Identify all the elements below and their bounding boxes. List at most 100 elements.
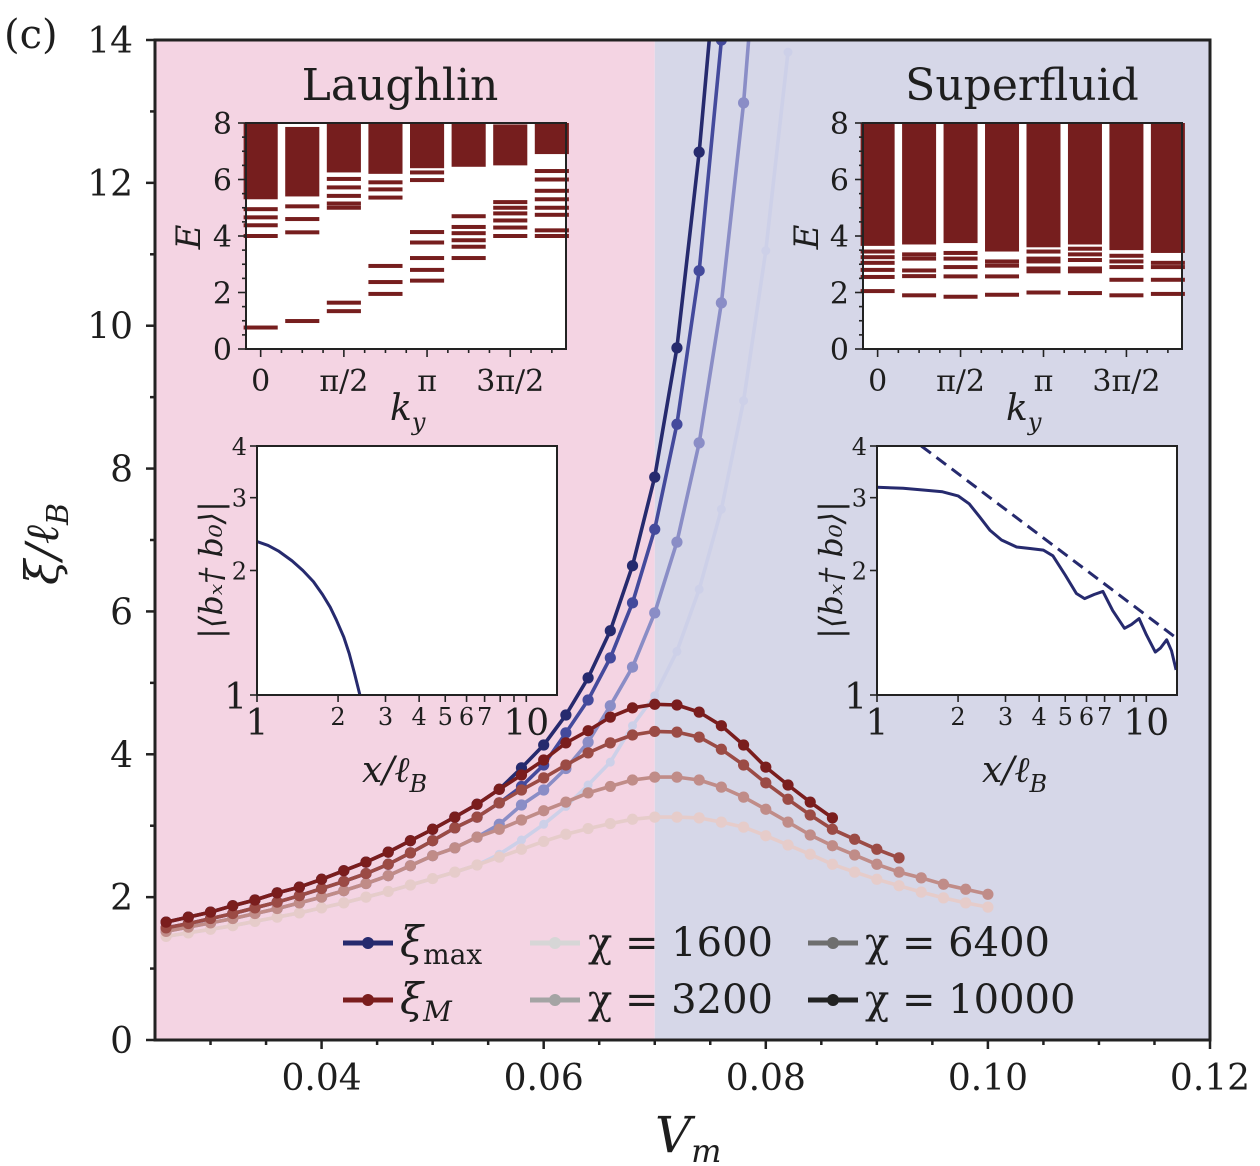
energy-level (243, 234, 278, 238)
spectrum-column (902, 123, 937, 298)
power-law-fit-line (920, 446, 1177, 640)
y-tick-label: 2 (213, 277, 232, 312)
y-tick-label: 4 (852, 433, 867, 461)
energy-level (1067, 269, 1102, 274)
legend-marker-chi-1600 (549, 937, 561, 949)
energy-level (902, 274, 937, 279)
energy-level (451, 231, 486, 236)
energy-level (368, 187, 403, 192)
data-point (804, 848, 816, 860)
data-point (515, 843, 528, 855)
data-point (982, 888, 994, 900)
data-point (604, 700, 616, 712)
data-point (338, 897, 350, 909)
data-point (649, 698, 661, 710)
legend-label-xi-max-sub: max (423, 938, 482, 971)
data-point (826, 840, 839, 852)
data-point (693, 146, 705, 158)
energy-level (943, 265, 978, 270)
energy-level (243, 215, 278, 220)
x-tick-label: 7 (1097, 703, 1112, 731)
energy-level (285, 319, 320, 324)
data-point (582, 672, 594, 684)
energy-level (451, 214, 486, 219)
data-point (649, 523, 661, 535)
data-point (160, 916, 172, 928)
energy-level (451, 256, 486, 261)
x-tick-label: π/2 (319, 364, 368, 399)
spectrum-column (1067, 123, 1102, 296)
data-point (937, 878, 950, 890)
superfluid-correlation-ylabel: |⟨bₓ† b₀⟩| (812, 501, 850, 639)
x-tick-label: 4 (1032, 703, 1047, 731)
x-tick-label: 3π/2 (1092, 364, 1160, 399)
energy-level (985, 259, 1020, 264)
data-point (782, 839, 794, 851)
y-tick-label: 8 (110, 450, 133, 491)
legend-marker-chi-3200 (549, 994, 561, 1006)
data-point (582, 747, 594, 759)
y-tick-label: 4 (110, 735, 133, 776)
y-tick-label: 2 (852, 558, 867, 586)
x-tick-label: π (1034, 364, 1054, 399)
x-tick-label: 4 (412, 703, 427, 731)
legend-label-chi-6400: χ = 6400 (865, 920, 1050, 966)
spectrum-column (451, 123, 486, 261)
energy-level (534, 205, 569, 210)
data-point (560, 828, 572, 840)
laughlin-correlation-xlabel: x/ℓB (362, 750, 427, 798)
energy-level (493, 225, 528, 230)
legend-marker-xi-m (362, 994, 374, 1006)
energy-continuum (1109, 123, 1144, 251)
legend-label-xi-m-sub: M (422, 995, 453, 1028)
data-point (449, 822, 461, 834)
energy-level (410, 240, 445, 245)
legend-label-chi-3200: χ = 3200 (588, 977, 773, 1023)
data-point (515, 814, 528, 826)
data-point (893, 852, 905, 864)
y-tick-label: 10 (87, 307, 133, 348)
y-tick-label: 0 (830, 333, 849, 368)
legend-label-chi-1600: χ = 1600 (588, 920, 773, 966)
x-tick-label: 2 (950, 703, 965, 731)
data-point (649, 811, 661, 823)
x-tick-label: π (417, 364, 437, 399)
energy-level (860, 289, 895, 294)
energy-level (943, 250, 978, 255)
superfluid-correlation-xlabel-main: x/ℓ (982, 750, 1029, 791)
data-point (293, 907, 305, 919)
energy-level (493, 211, 528, 216)
data-point (737, 739, 750, 751)
data-point (604, 711, 616, 723)
data-point (582, 694, 594, 706)
data-point (604, 780, 616, 793)
data-point (583, 780, 593, 790)
data-point (427, 835, 439, 847)
energy-continuum (326, 123, 361, 173)
data-point (360, 891, 372, 903)
energy-level (902, 293, 937, 298)
legend-entry-chi-10000: χ = 10000 (808, 977, 1075, 1023)
laughlin-correlation-xlabel-sub: B (408, 770, 427, 798)
data-point (782, 779, 794, 791)
data-point (628, 721, 638, 731)
data-point (515, 799, 528, 811)
energy-continuum (410, 123, 445, 169)
data-point (737, 791, 750, 803)
data-point (538, 739, 550, 751)
data-point (693, 265, 705, 277)
data-point (804, 809, 816, 821)
data-point (760, 777, 772, 789)
data-point (715, 720, 727, 732)
superfluid-correlation-xlabel: x/ℓB (982, 750, 1047, 798)
data-point (937, 892, 950, 904)
data-point (338, 885, 350, 897)
legend-entry-xi-m: ξM (343, 974, 453, 1028)
energy-level (368, 263, 403, 268)
energy-continuum (534, 123, 569, 155)
energy-level (493, 234, 528, 238)
spectrum-column (1026, 123, 1061, 295)
data-point (671, 726, 683, 738)
data-point (449, 866, 461, 878)
data-point (338, 875, 350, 888)
